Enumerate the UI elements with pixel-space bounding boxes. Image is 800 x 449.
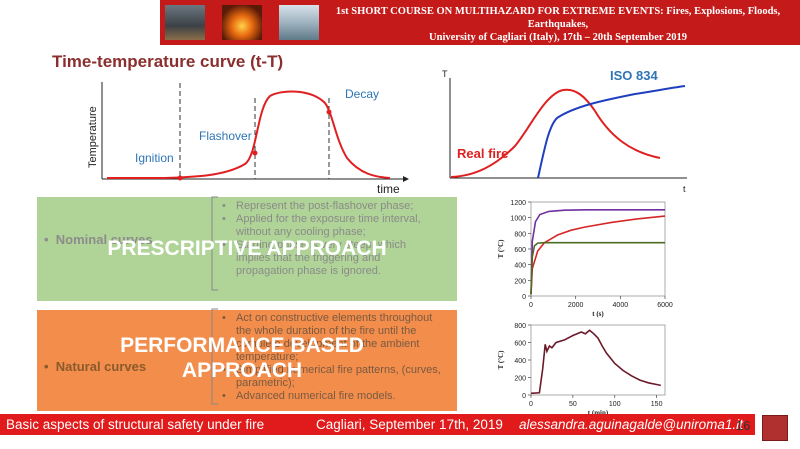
- series-line-3: [530, 241, 665, 295]
- performance-approach-line-2: APPROACH: [181, 359, 303, 382]
- y-tick-label: 400: [514, 263, 526, 270]
- y-tick-label: 200: [514, 278, 526, 285]
- slide-title: Time-temperature curve (t-T): [52, 52, 284, 71]
- y-tick-label: 400: [514, 358, 526, 365]
- nominal-curves-label: • Nominal curves: [44, 232, 153, 247]
- y-tick-label: 600: [514, 341, 526, 348]
- chart-frame: [530, 201, 666, 297]
- chart2-xlabel: t: [683, 184, 686, 194]
- natural-bullet-list: Act on constructive elements throughout …: [222, 312, 447, 403]
- y-tick-label: 800: [514, 231, 526, 238]
- nominal-curves-text: Nominal curves: [55, 232, 153, 247]
- footer-bar: Basic aspects of structural safety under…: [0, 414, 755, 435]
- chart2-ylabel: T: [442, 69, 448, 79]
- prescriptive-approach-title: PRESCRIPTIVE APPROACH: [107, 237, 387, 260]
- natural-curve-chart: 0 200 400 600 800 0 50 100 150 t (min) T (°C): [497, 323, 666, 415]
- chart1-ylabel: Temperature: [87, 106, 99, 168]
- natural-bullet-2: Simplified numerical fire patterns, (cur…: [222, 364, 447, 390]
- flashover-point: [252, 150, 258, 156]
- y-axis-label: T (°C): [497, 350, 505, 369]
- ignition-point: [177, 175, 183, 181]
- y-tick-label: 1200: [510, 200, 526, 207]
- decay-label: Decay: [345, 87, 379, 101]
- x-tick-label: 0: [529, 401, 533, 408]
- x-axis-label: t (min): [588, 409, 609, 415]
- y-tick-label: 800: [514, 323, 526, 330]
- fire-photo: [222, 5, 262, 40]
- x-tick-label: 6000: [657, 302, 673, 309]
- university-logo: [762, 415, 788, 441]
- nominal-bullet: •: [44, 232, 56, 247]
- real-fire-curve: [450, 88, 661, 178]
- chart1-x-arrow: [403, 176, 409, 182]
- iso-834-label: ISO 834: [610, 68, 658, 83]
- natural-curves-text: Natural curves: [55, 359, 147, 374]
- x-tick-label: 0: [529, 302, 533, 309]
- nominal-bullet-list: Represent the post-flashover phase; Appl…: [222, 200, 437, 278]
- chart-frame: [530, 324, 666, 396]
- chart1-xlabel: time: [377, 182, 400, 196]
- series-line-1: [530, 209, 665, 295]
- footer-email: alessandra.aguinagalde@uniroma1.it: [519, 417, 743, 432]
- header-line-2: University of Cagliari (Italy), 17th – 2…: [429, 32, 687, 43]
- header-left-blank: [0, 0, 160, 45]
- y-tick-label: 0: [522, 294, 526, 301]
- natural-bracket: [211, 308, 218, 405]
- x-tick-label: 150: [651, 401, 663, 408]
- flood-photo: [279, 5, 319, 40]
- nominal-bullet-3: Starting phase is very steep, which impl…: [222, 239, 437, 278]
- x-tick-label: 100: [609, 401, 621, 408]
- y-tick-label: 600: [514, 247, 526, 254]
- iso-834-curve: [537, 85, 686, 179]
- page-number: 16: [736, 418, 751, 433]
- natural-bullet-1: Act on constructive elements throughout …: [222, 312, 447, 364]
- header-text: 1st SHORT COURSE ON MULTIHAZARD FOR EXTR…: [318, 5, 798, 44]
- performance-approach-line-1: PERFORMANCE BASED: [120, 334, 364, 357]
- x-tick-label: 50: [569, 401, 577, 408]
- y-tick-label: 0: [522, 393, 526, 400]
- nominal-bullet-2: Applied for the exposure time interval, …: [222, 213, 437, 239]
- series-line-2: [530, 215, 666, 295]
- performance-approach-title: PERFORMANCE BASED APPROACH: [37, 333, 447, 383]
- decay-point: [326, 109, 332, 115]
- x-tick-label: 2000: [568, 302, 584, 309]
- footer-course: Basic aspects of structural safety under…: [6, 417, 265, 432]
- flashover-label: Flashover: [199, 129, 252, 143]
- natural-bullet: •: [44, 359, 56, 374]
- x-axis-label: t (s): [592, 310, 604, 318]
- nominal-bullet-1: Represent the post-flashover phase;: [222, 200, 437, 213]
- schematic-fire-curve-chart: Temperature time Ignition Flashover Deca…: [87, 82, 409, 196]
- x-tick-label: 4000: [613, 302, 629, 309]
- real-fire-vs-iso-chart: T t ISO 834 Real fire: [442, 68, 687, 194]
- y-tick-label: 200: [514, 376, 526, 383]
- volcano-photo: [165, 5, 205, 40]
- nominal-bracket: [211, 196, 218, 291]
- natural-bullet-3: Advanced numerical fire models.: [222, 390, 447, 403]
- header-line-1: 1st SHORT COURSE ON MULTIHAZARD FOR EXTR…: [335, 6, 781, 30]
- nominal-curves-chart: 0 200 400 600 800 1000 1200 0 2000 4000 6000 t (s) T…: [497, 200, 673, 318]
- y-tick-label: 1000: [510, 216, 526, 223]
- real-fire-label: Real fire: [457, 146, 508, 161]
- fire-curve: [107, 90, 391, 179]
- natural-curves-label: • Natural curves: [44, 359, 146, 374]
- footer-date: Cagliari, September 17th, 2019: [316, 417, 503, 432]
- ignition-label: Ignition: [135, 151, 174, 165]
- series-line-1: [530, 329, 661, 395]
- y-axis-label: T (°C): [497, 239, 505, 258]
